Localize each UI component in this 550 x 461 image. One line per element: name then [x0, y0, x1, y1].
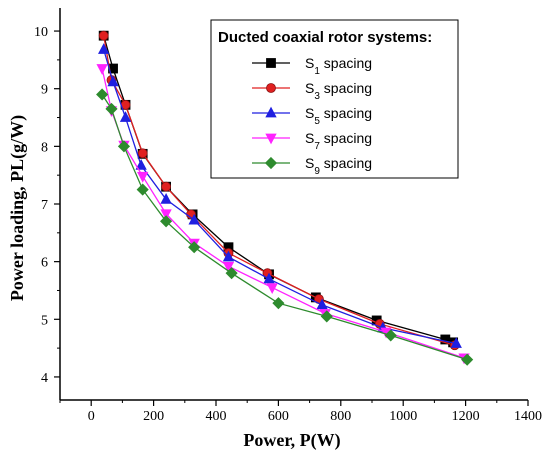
- x-tick-label: 0: [88, 409, 95, 424]
- data-point: [105, 102, 118, 115]
- data-point: [225, 267, 238, 280]
- x-tick-label: 200: [143, 409, 164, 424]
- x-axis-title: Power, P(W): [243, 430, 340, 451]
- data-point: [96, 64, 108, 75]
- legend: Ducted coaxial rotor systems: S1 spacing…: [210, 19, 459, 179]
- data-point: [136, 183, 149, 196]
- data-point: [98, 43, 110, 54]
- legend-label: S1 spacing: [305, 55, 372, 77]
- x-tick-label: 600: [268, 409, 289, 424]
- data-point: [461, 353, 474, 366]
- x-tick-label: 800: [330, 409, 351, 424]
- data-point: [272, 297, 285, 310]
- data-point: [160, 193, 172, 204]
- data-point: [96, 88, 109, 101]
- x-tick-label: 1000: [389, 409, 417, 424]
- y-tick-label: 8: [41, 140, 48, 155]
- x-tick-label: 1400: [514, 409, 542, 424]
- y-tick-label: 10: [34, 25, 48, 40]
- data-point: [160, 209, 172, 221]
- x-tick-label: 1200: [452, 409, 480, 424]
- legend-item-s5: S5 spacing: [252, 105, 372, 127]
- data-point: [135, 159, 147, 170]
- data-point: [316, 298, 328, 310]
- data-point: [188, 241, 201, 254]
- data-point: [137, 171, 149, 183]
- y-tick-label: 5: [41, 313, 48, 328]
- x-tick-label: 400: [206, 409, 227, 424]
- legend-item-s9: S9 spacing: [252, 155, 372, 177]
- data-point: [161, 181, 171, 192]
- legend-marker: [265, 106, 277, 118]
- data-point: [222, 250, 235, 262]
- legend-label: S9 spacing: [305, 155, 372, 177]
- legend-label: S3 spacing: [305, 80, 372, 102]
- series-layer: [96, 30, 474, 366]
- data-point: [263, 272, 275, 284]
- data-point: [384, 329, 397, 342]
- data-point: [119, 111, 132, 122]
- x-axis-ticks: 0 200 400 600 800 1000 1200 1400: [59, 400, 542, 424]
- data-point: [137, 148, 148, 159]
- legend-item-s7: S7 spacing: [252, 130, 372, 152]
- legend-marker: [264, 156, 278, 170]
- y-tick-label: 4: [41, 371, 48, 386]
- legend-marker: [266, 58, 276, 68]
- data-point: [222, 261, 235, 273]
- y-tick-label: 6: [41, 256, 48, 271]
- series-line: [103, 35, 454, 344]
- y-tick-label: 9: [41, 83, 48, 98]
- y-axis-title: Power loading, PL(g/W): [7, 115, 28, 301]
- data-point: [117, 140, 131, 153]
- legend-item-s3: S3 spacing: [252, 80, 372, 102]
- legend-label: S7 spacing: [305, 130, 372, 152]
- legend-marker: [265, 133, 277, 145]
- series-s5: [98, 43, 462, 348]
- data-point: [320, 310, 333, 323]
- legend-title: Ducted coaxial rotor systems:: [218, 29, 432, 46]
- data-point: [188, 213, 200, 225]
- data-point: [160, 215, 173, 228]
- legend-box: [210, 19, 459, 179]
- legend-marker: [266, 83, 276, 93]
- data-point: [266, 283, 278, 294]
- legend-item-s1: S1 spacing: [252, 55, 372, 77]
- y-tick-label: 7: [41, 198, 48, 213]
- data-point: [107, 75, 119, 87]
- data-point: [450, 337, 462, 348]
- legend-label: S5 spacing: [305, 105, 372, 127]
- series-s9: [96, 88, 474, 366]
- data-point: [98, 30, 109, 41]
- y-axis-ticks: 4 5 6 7 8 9 10: [34, 25, 60, 386]
